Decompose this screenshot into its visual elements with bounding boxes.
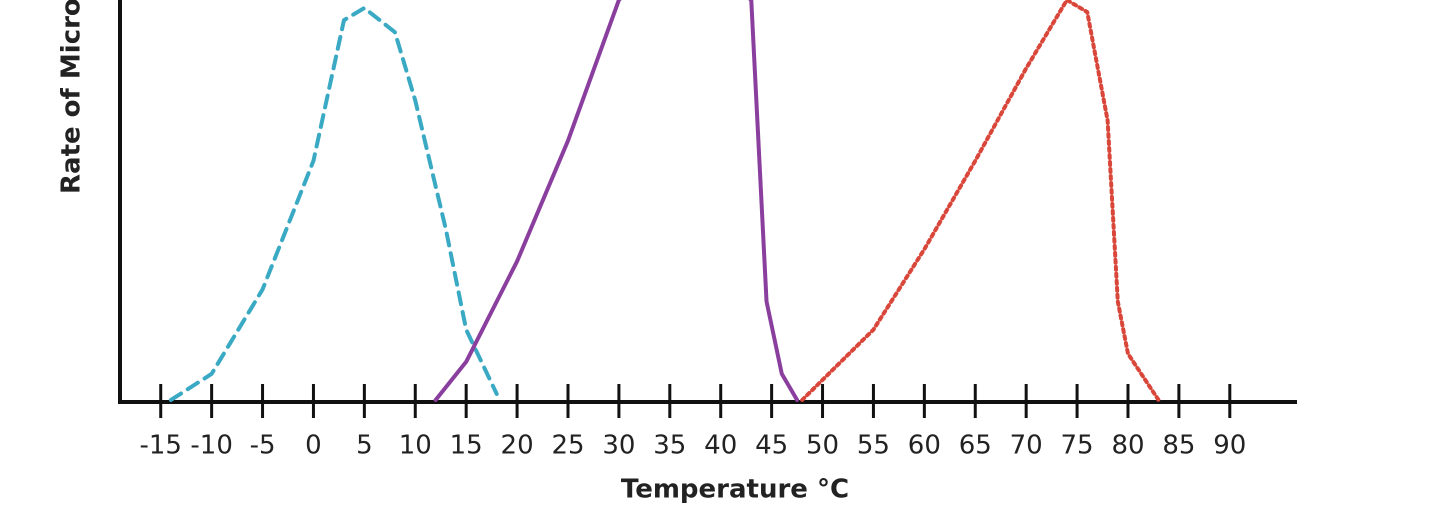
series-line: [800, 0, 1161, 402]
x-tick-label: 5: [356, 431, 373, 461]
x-tick-label: 55: [857, 431, 890, 461]
x-tick-label: 10: [399, 431, 432, 461]
x-tick-label: -10: [190, 431, 232, 461]
x-tick-label: 60: [908, 431, 941, 461]
x-tick-label: 80: [1111, 431, 1144, 461]
x-tick-label: 20: [501, 431, 534, 461]
x-tick-label: 85: [1162, 431, 1195, 461]
x-tick-label: 40: [704, 431, 737, 461]
x-tick-label: 0: [305, 431, 322, 461]
x-tick-label: 35: [653, 431, 686, 461]
x-tick-label: -15: [139, 431, 181, 461]
x-tick-label: 45: [755, 431, 788, 461]
y-axis-title: Rate of Microb: [57, 0, 87, 194]
x-tick-label: 30: [602, 431, 635, 461]
x-tick-label: 25: [551, 431, 584, 461]
x-tick-label: -5: [250, 431, 276, 461]
x-tick-label: 50: [806, 431, 839, 461]
x-tick-label: 15: [450, 431, 483, 461]
series-line: [433, 0, 800, 402]
x-tick-label: 90: [1213, 431, 1246, 461]
x-tick-label: 70: [1010, 431, 1043, 461]
x-tick-label: 75: [1061, 431, 1094, 461]
x-axis-title: Temperature °C: [621, 475, 849, 505]
x-tick-label: 65: [959, 431, 992, 461]
series-line: [168, 6, 499, 402]
